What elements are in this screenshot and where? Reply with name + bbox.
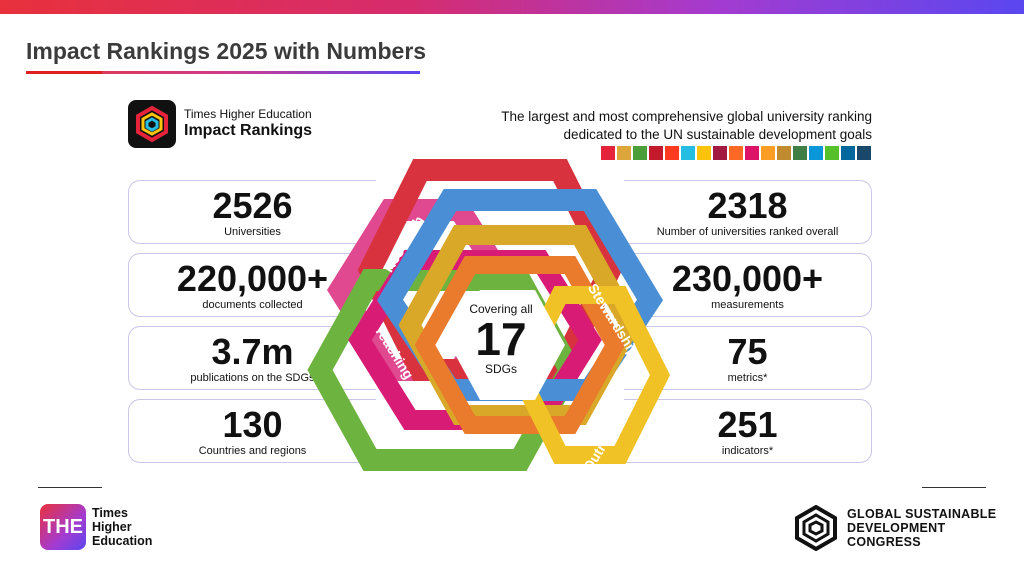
tagline-line-2: dedicated to the UN sustainable developm… bbox=[563, 126, 872, 142]
tagline-line-1: The largest and most comprehensive globa… bbox=[501, 109, 872, 124]
the-text-line-2: Higher bbox=[92, 520, 132, 534]
sdg-4-icon bbox=[649, 146, 663, 160]
gsdc-line-3: CONGRESS bbox=[847, 535, 921, 549]
times-higher-education-logo: THE Times Higher Education bbox=[40, 504, 152, 550]
the-text-line-1: Times bbox=[92, 506, 128, 520]
the-impact-rankings-brand: Times Higher Education Impact Rankings bbox=[128, 100, 312, 148]
sdg-icon-strip bbox=[601, 146, 871, 160]
sdg-15-icon bbox=[825, 146, 839, 160]
sdg-14-icon bbox=[809, 146, 823, 160]
sdg-3-icon bbox=[633, 146, 647, 160]
sdg-12-icon bbox=[777, 146, 791, 160]
sdg-1-icon bbox=[601, 146, 615, 160]
gsdc-line-1: GLOBAL SUSTAINABLE bbox=[847, 507, 997, 521]
page-title: Impact Rankings 2025 with Numbers bbox=[26, 38, 427, 64]
stat-value: 3.7m bbox=[211, 331, 294, 372]
stat-value: 220,000+ bbox=[176, 258, 329, 299]
stat-label: Universities bbox=[224, 226, 281, 238]
sdg-5-icon bbox=[665, 146, 679, 160]
stat-label: publications on the SDGs bbox=[190, 372, 315, 384]
gsdc-hexagon-icon bbox=[795, 505, 837, 551]
stat-value: 130 bbox=[222, 404, 283, 445]
hex-outreach-green bbox=[307, 269, 583, 471]
footer-divider-left bbox=[38, 487, 102, 488]
sdg-17-icon bbox=[857, 146, 871, 160]
center-line-3: SDGs bbox=[484, 362, 517, 376]
stat-card-measurements: 230,000+ measurements bbox=[624, 253, 872, 317]
brand-small-text: Times Higher Education bbox=[184, 106, 312, 121]
footer-divider-right bbox=[922, 487, 986, 488]
stat-value: 2318 bbox=[707, 185, 788, 226]
gsdc-logo: GLOBAL SUSTAINABLE DEVELOPMENT CONGRESS bbox=[793, 505, 996, 551]
stat-card-documents: 220,000+ documents collected bbox=[128, 253, 376, 317]
top-gradient-bar bbox=[0, 0, 1024, 14]
stat-value: 251 bbox=[717, 404, 778, 445]
stat-value: 75 bbox=[727, 331, 768, 372]
stat-label: measurements bbox=[711, 299, 784, 311]
sdg-10-icon bbox=[745, 146, 759, 160]
stat-card-ranked: 2318 Number of universities ranked overa… bbox=[624, 180, 872, 244]
sdg-11-icon bbox=[761, 146, 775, 160]
stat-label: documents collected bbox=[202, 299, 303, 311]
stat-value: 2526 bbox=[212, 185, 293, 226]
the-text-line-3: Education bbox=[92, 534, 153, 548]
stat-value: 230,000+ bbox=[671, 258, 824, 299]
center-line-1: Covering all bbox=[469, 302, 533, 316]
brand-big-text: Impact Rankings bbox=[184, 121, 313, 139]
stat-card-universities: 2526 Universities bbox=[128, 180, 376, 244]
hex-orange bbox=[414, 256, 626, 434]
stat-card-indicators: 251 indicators* bbox=[624, 399, 872, 463]
stat-label: metrics* bbox=[727, 372, 768, 384]
title-underline bbox=[26, 71, 420, 74]
sdg-7-icon bbox=[697, 146, 711, 160]
pillars-hexagon-graphic bbox=[307, 159, 671, 471]
center-sdg-count: Covering all 17 SDGs bbox=[461, 302, 541, 376]
sdg-8-icon bbox=[713, 146, 727, 160]
stat-label: Countries and regions bbox=[198, 445, 307, 457]
center-number: 17 bbox=[475, 313, 527, 365]
stat-label: Number of universities ranked overall bbox=[656, 226, 839, 238]
sdg-9-icon bbox=[729, 146, 743, 160]
sdg-6-icon bbox=[681, 146, 695, 160]
the-badge-icon: THE bbox=[40, 504, 86, 550]
hex-inner-white bbox=[450, 290, 565, 400]
impact-rankings-logo-icon bbox=[128, 100, 176, 148]
sdg-13-icon bbox=[793, 146, 807, 160]
sdg-16-icon bbox=[841, 146, 855, 160]
gsdc-line-2: DEVELOPMENT bbox=[847, 521, 946, 535]
stat-label: indicators* bbox=[721, 445, 774, 457]
tagline: The largest and most comprehensive globa… bbox=[452, 108, 872, 143]
sdg-2-icon bbox=[617, 146, 631, 160]
